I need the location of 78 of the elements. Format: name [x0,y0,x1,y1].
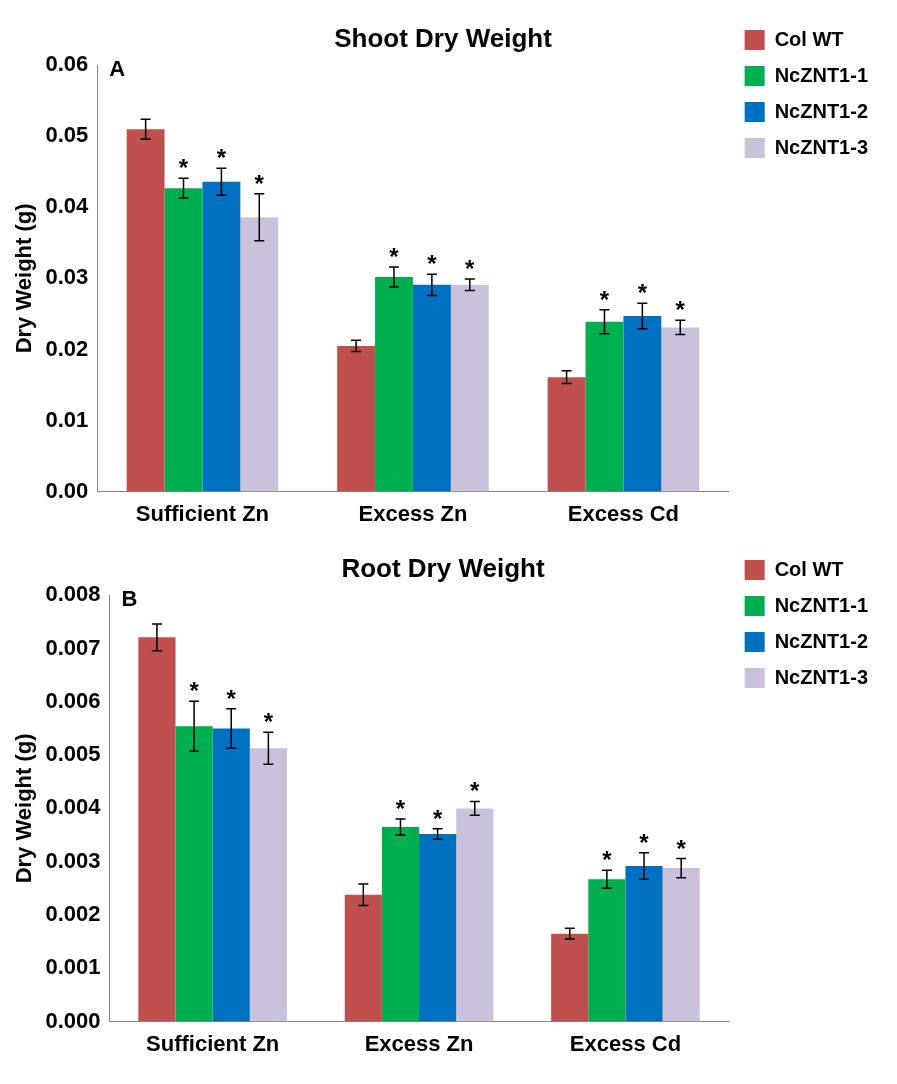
data-label: * [263,708,274,736]
legend-label: NcZNT1-2 [774,629,869,652]
bar [456,808,494,1022]
bar [412,284,451,492]
legend-label: Col WT [774,557,844,580]
bar [202,181,241,492]
bar [249,748,287,1022]
x-tick-label: Excess Cd [569,1030,682,1056]
data-label: * [470,777,481,805]
y-tick-label: 0.004 [45,794,102,820]
y-tick-label: 0.01 [45,406,89,432]
y-axis-title: Dry Weight (g) [11,733,37,884]
y-tick-label: 0.00 [45,477,89,503]
legend-label: NcZNT1-3 [774,665,869,688]
legend-label: NcZNT1-1 [774,593,869,616]
bar [623,316,662,492]
x-tick-label: Excess Zn [364,1030,474,1056]
bar [419,833,457,1022]
y-tick-label: 0.008 [45,581,101,607]
bar [175,726,213,1022]
bar [662,868,700,1022]
y-tick-label: 0.005 [45,741,101,767]
y-tick-label: 0.006 [45,687,101,713]
y-tick-label: 0.007 [45,634,101,660]
data-label: * [465,255,476,283]
legend-label: NcZNT1-3 [774,135,869,158]
annotation: B [121,586,138,612]
bar [375,276,413,492]
y-tick-label: 0.05 [45,122,89,148]
annotation: A [109,56,126,82]
data-label: * [432,804,443,832]
y-tick-label: 0.002 [45,901,101,927]
y-tick-label: 0.001 [45,954,101,980]
data-label: * [389,243,400,271]
bar [381,827,420,1022]
data-label: * [216,144,227,172]
x-tick-label: Sufficient Zn [146,1030,280,1056]
y-tick-label: 0.02 [45,335,89,361]
x-tick-label: Excess Cd [567,500,680,526]
data-label: * [178,154,189,182]
y-axis-title: Dry Weight (g) [11,203,37,354]
bar [240,217,279,492]
chart-title: Root Dry Weight [341,552,545,583]
data-label: * [427,250,438,278]
bar [547,377,586,492]
data-label: * [637,279,648,307]
bar [588,879,626,1022]
legend-label: NcZNT1-1 [774,63,869,86]
data-label: * [395,795,406,823]
bar [126,129,165,492]
bar [450,284,489,492]
bar [138,637,176,1022]
bar [585,321,624,492]
chart-title: Shoot Dry Weight [334,22,553,53]
data-label: * [599,285,610,313]
bar [661,327,700,492]
bar [337,345,376,492]
data-label: * [675,296,686,324]
data-label: * [639,828,650,856]
data-label: * [189,677,200,705]
data-label: * [602,846,613,874]
y-tick-label: 0.003 [45,847,101,873]
bar [625,865,663,1022]
legend-label: Col WT [774,27,844,50]
bar [164,188,203,492]
data-label: * [226,684,237,712]
y-tick-label: 0.04 [45,193,89,219]
bar [551,933,589,1022]
bar [344,894,382,1022]
y-tick-label: 0.000 [45,1007,101,1033]
y-tick-label: 0.03 [45,264,89,290]
legend-label: NcZNT1-2 [774,99,869,122]
x-tick-label: Excess Zn [358,500,468,526]
data-label: * [254,169,265,197]
data-label: * [676,834,687,862]
x-tick-label: Sufficient Zn [135,500,270,526]
y-tick-label: 0.06 [45,51,89,77]
bar [212,728,250,1022]
